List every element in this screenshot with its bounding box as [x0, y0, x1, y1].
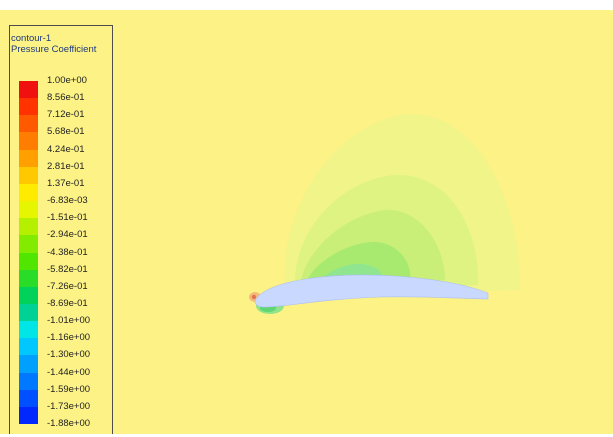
airfoil-shape: [254, 274, 489, 308]
stagnation-core: [251, 294, 257, 300]
colorbar-tick-label: 1.00e+00: [47, 75, 87, 86]
colorbar-swatch: [19, 321, 38, 339]
colorbar-swatch: [19, 235, 38, 253]
colorbar-tick-label: -7.26e-01: [47, 280, 88, 292]
colorbar-swatch: [19, 166, 38, 185]
colorbar-swatch: [19, 201, 38, 219]
colorbar-swatch: [19, 338, 38, 356]
colorbar-swatch: [19, 355, 38, 374]
colorbar-tick-label: -6.83e-03: [47, 195, 88, 207]
colorbar-swatch: [19, 269, 38, 288]
colorbar-tick-label: -2.94e-01: [47, 229, 88, 241]
colorbar-tick-label: 4.24e-01: [47, 143, 85, 155]
colorbar-swatch: [19, 218, 38, 236]
colorbar: [19, 81, 38, 425]
colorbar-tick-label: 7.12e-01: [47, 109, 85, 121]
pressure-contour-field: [249, 114, 520, 314]
legend-title: contour-1: [11, 33, 52, 44]
colorbar-swatch: [19, 115, 38, 133]
colorbar-swatch: [19, 81, 38, 99]
colorbar-swatch: [19, 389, 38, 408]
colorbar-tick-label: 1.37e-01: [47, 177, 85, 189]
colorbar-tick-label: 5.68e-01: [47, 126, 85, 138]
colorbar-swatch: [19, 252, 38, 271]
colorbar-tick-label: -4.38e-01: [47, 246, 88, 258]
colorbar-swatch: [19, 406, 38, 425]
colorbar-tick-label: -1.30e+00: [47, 349, 91, 361]
colorbar-tick-label: -1.16e+00: [47, 332, 91, 344]
colorbar-tick-label: -1.51e-01: [47, 212, 88, 224]
colorbar-swatch: [19, 286, 38, 305]
colorbar-swatch: [19, 149, 38, 168]
colorbar-legend: contour-1 Pressure Coefficient 1.00e+00 8…: [9, 25, 113, 434]
colorbar-swatch: [19, 303, 38, 322]
colorbar-tick-label: -5.82e-01: [47, 263, 88, 275]
colorbar-swatch: [19, 98, 38, 116]
colorbar-swatch: [19, 132, 38, 151]
colorbar-tick-label: -1.73e+00: [47, 400, 91, 412]
colorbar-tick-label: 8.56e-01: [47, 92, 85, 104]
colorbar-swatch: [19, 183, 38, 202]
legend-subtitle: Pressure Coefficient: [11, 44, 97, 55]
colorbar-tick-label: -1.44e+00: [47, 366, 91, 378]
colorbar-tick-label: -1.59e+00: [47, 383, 91, 395]
colorbar-tick-label: -1.01e+00: [47, 315, 91, 327]
colorbar-tick-label: -8.69e-01: [47, 297, 88, 309]
colorbar-tick-label: -1.88e+00: [47, 418, 91, 429]
graphics-viewport[interactable]: contour-1 Pressure Coefficient 1.00e+00 8…: [0, 10, 613, 434]
colorbar-tick-label: 2.81e-01: [47, 160, 85, 172]
colorbar-swatch: [19, 372, 38, 391]
